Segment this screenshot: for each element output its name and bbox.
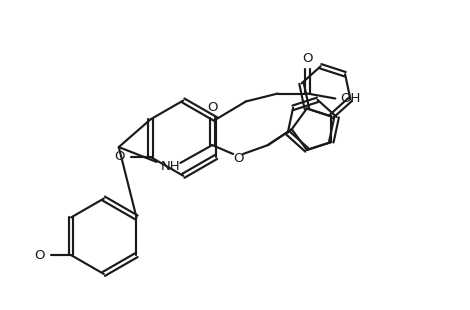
Text: NH: NH <box>161 160 180 173</box>
Text: O: O <box>114 150 125 163</box>
Text: O: O <box>207 101 218 114</box>
Text: O: O <box>35 249 45 262</box>
Text: OH: OH <box>340 92 360 105</box>
Text: O: O <box>233 153 243 166</box>
Text: O: O <box>302 52 313 65</box>
